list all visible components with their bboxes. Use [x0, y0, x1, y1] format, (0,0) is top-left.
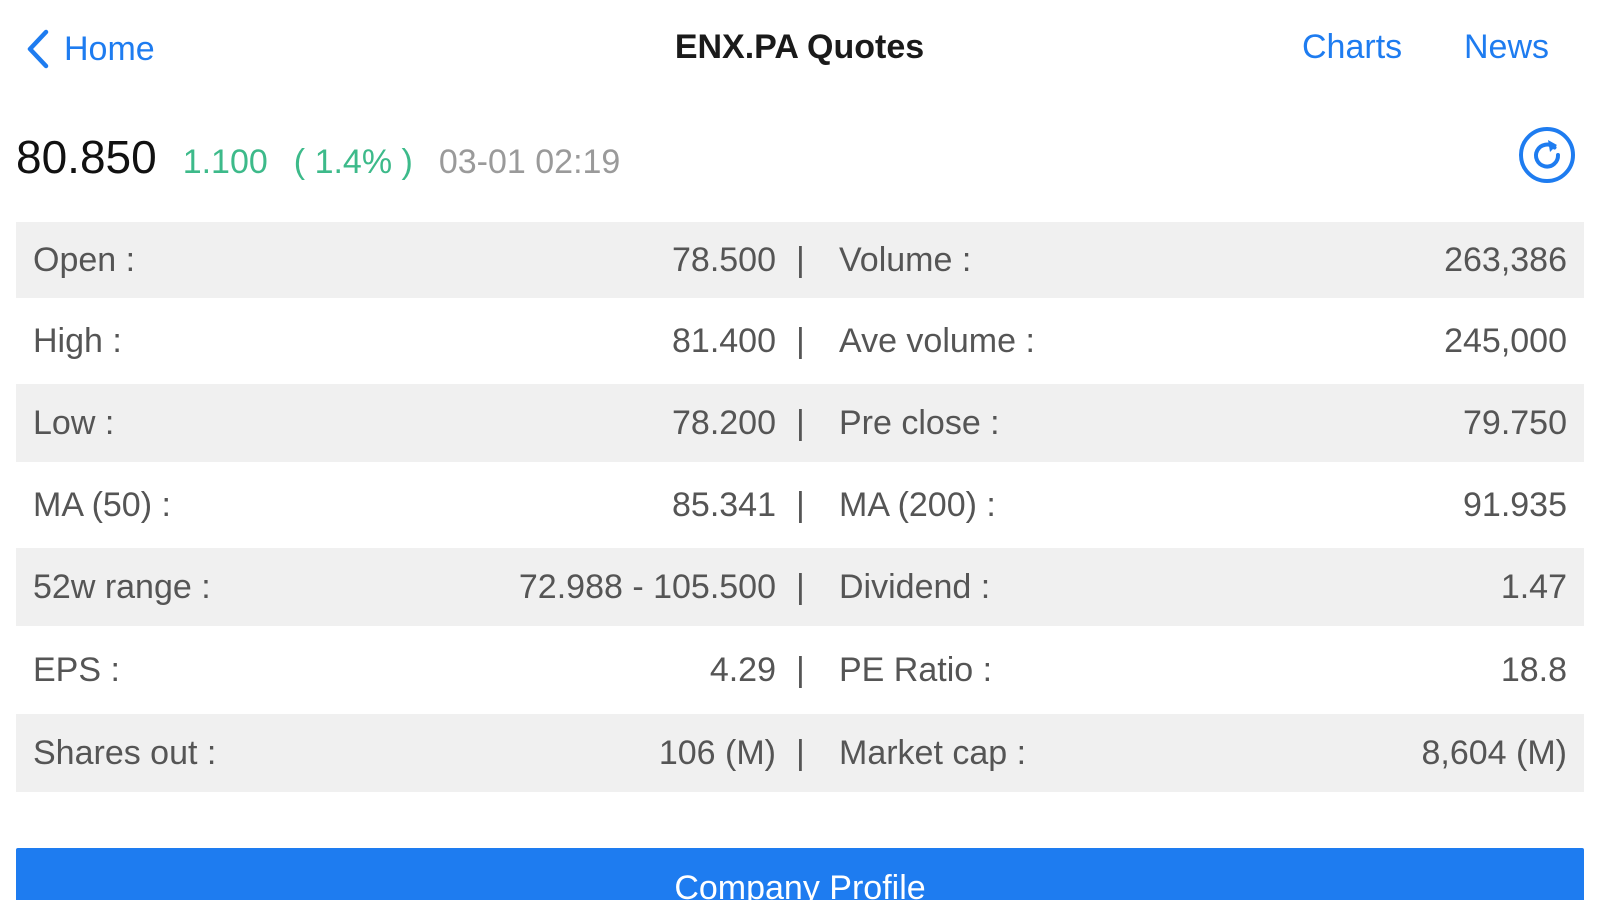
refresh-icon — [1519, 127, 1575, 183]
row-value: 81.400 — [672, 321, 776, 360]
table-row: 52w range : 72.988 - 105.500 | Dividend … — [16, 548, 1584, 626]
charts-link[interactable]: Charts — [1302, 28, 1403, 66]
row-separator: | — [796, 485, 805, 524]
row-label: Low : — [33, 403, 115, 442]
row-label: High : — [33, 321, 122, 360]
row-label: Shares out : — [33, 733, 217, 772]
row-value: 91.935 — [1463, 485, 1567, 524]
row-separator: | — [796, 403, 805, 442]
table-row: High : 81.400 | Ave volume : 245,000 — [16, 298, 1584, 384]
back-button[interactable]: Home — [26, 24, 155, 74]
news-link[interactable]: News — [1464, 28, 1550, 66]
price-summary: 80.850 1.100 ( 1.4% ) 03-01 02:19 — [16, 130, 620, 194]
price-change-percent: ( 1.4% ) — [293, 143, 413, 181]
row-label: EPS : — [33, 650, 120, 689]
table-row: Low : 78.200 | Pre close : 79.750 — [16, 384, 1584, 462]
last-price: 80.850 — [16, 131, 157, 183]
row-value: 8,604 (M) — [1421, 733, 1568, 772]
chevron-left-icon — [27, 29, 49, 69]
row-value: 78.500 — [672, 240, 776, 279]
row-label: MA (200) : — [839, 485, 996, 524]
page-title: ENX.PA Quotes — [674, 28, 925, 66]
row-label: Dividend : — [839, 567, 991, 606]
quote-table: Open : 78.500 | Volume : 263,386 High : … — [16, 222, 1584, 792]
row-label: Open : — [33, 240, 136, 279]
row-separator: | — [796, 321, 805, 360]
row-label: 52w range : — [33, 567, 211, 606]
row-separator: | — [796, 650, 805, 689]
row-label: Volume : — [839, 240, 972, 279]
row-label: Ave volume : — [839, 321, 1035, 360]
row-value: 263,386 — [1444, 240, 1567, 279]
row-separator: | — [796, 240, 805, 279]
row-label: MA (50) : — [33, 485, 171, 524]
price-change: 1.100 — [182, 143, 268, 181]
row-value: 106 (M) — [658, 733, 776, 772]
row-label: PE Ratio : — [839, 650, 993, 689]
quote-timestamp: 03-01 02:19 — [438, 143, 621, 181]
back-label: Home — [64, 29, 155, 68]
row-value: 85.341 — [672, 485, 776, 524]
row-value: 72.988 - 105.500 — [518, 567, 776, 606]
row-value: 245,000 — [1444, 321, 1567, 360]
table-row: MA (50) : 85.341 | MA (200) : 91.935 — [16, 462, 1584, 548]
table-row: Open : 78.500 | Volume : 263,386 — [16, 222, 1584, 298]
row-value: 4.29 — [709, 650, 776, 689]
row-separator: | — [796, 733, 805, 772]
row-value: 78.200 — [672, 403, 776, 442]
table-row: Shares out : 106 (M) | Market cap : 8,60… — [16, 714, 1584, 792]
refresh-button[interactable] — [1518, 126, 1576, 184]
table-row: EPS : 4.29 | PE Ratio : 18.8 — [16, 626, 1584, 714]
company-profile-button[interactable]: Company Profile — [16, 848, 1584, 900]
row-value: 79.750 — [1463, 403, 1567, 442]
row-value: 1.47 — [1500, 567, 1567, 606]
row-separator: | — [796, 567, 805, 606]
row-label: Pre close : — [839, 403, 1000, 442]
row-value: 18.8 — [1500, 650, 1567, 689]
nav-bar: Home ENX.PA Quotes Charts News — [0, 0, 1599, 100]
row-label: Market cap : — [839, 733, 1027, 772]
